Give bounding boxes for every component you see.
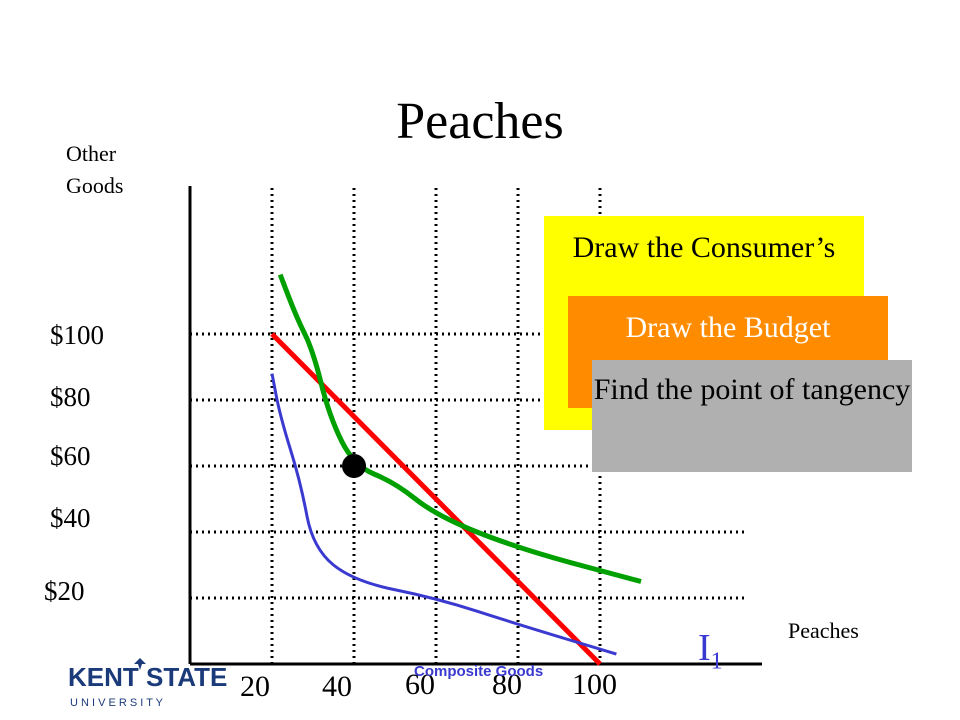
instruction-box-gray: Find the point of tangency (592, 360, 912, 472)
logo-line2: U N I V E R S I T Y (70, 697, 164, 709)
x-tick-80: 80 (492, 668, 522, 701)
y-axis-label: Other Goods (66, 141, 124, 198)
x-tick-40: 40 (322, 670, 352, 703)
y-tick-60: $60 (50, 441, 91, 471)
university-logo: KENT STATE U N I V E R S I T Y (66, 656, 236, 712)
y-tick-20: $20 (44, 576, 85, 606)
curve-label-main: I (698, 627, 711, 669)
budget-line (270, 332, 602, 666)
tangency-point (342, 454, 366, 478)
curve-label-sub: 1 (710, 648, 723, 675)
slide-title: Peaches (396, 93, 564, 150)
x-tick-100: 100 (572, 668, 617, 701)
footer-text: Composite Goods (414, 663, 544, 680)
indifference-curve-label: I1 (698, 626, 723, 676)
logo-star-icon (134, 658, 146, 670)
y-tick-80: $80 (50, 382, 91, 412)
x-axis-label: Peaches (788, 618, 859, 643)
y-tick-100: $100 (50, 320, 104, 350)
indifference-curve-i1 (270, 373, 617, 656)
axes (188, 186, 762, 666)
x-tick-60: 60 (405, 668, 435, 701)
y-tick-40: $40 (50, 503, 91, 533)
x-tick-20: 20 (240, 670, 270, 703)
logo-graphic: KENT STATE U N I V E R S I T Y (68, 658, 227, 709)
logo-line1: KENT STATE (68, 662, 227, 692)
curves (270, 273, 642, 666)
